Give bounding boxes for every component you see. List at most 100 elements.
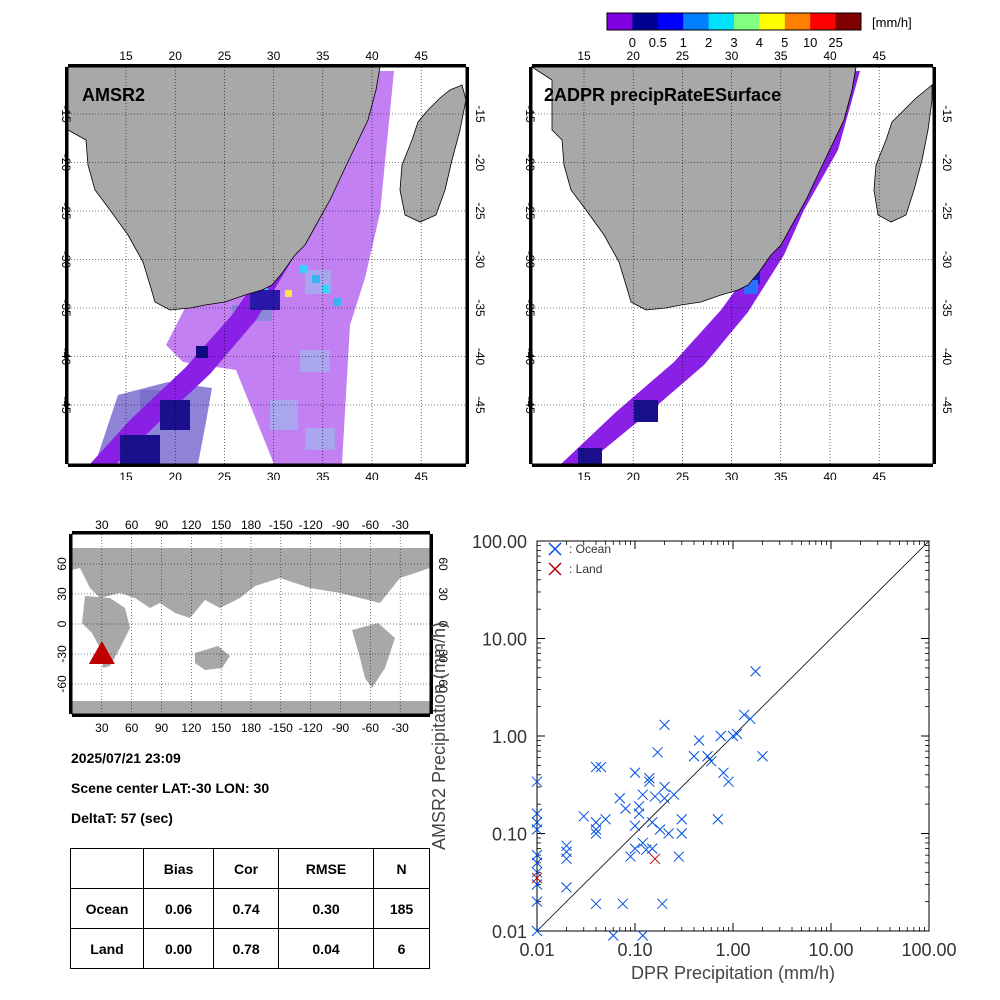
colorbar-cell — [607, 13, 633, 30]
map-lon-label-top: 35 — [316, 50, 330, 63]
world-lon-label-top: 30 — [95, 518, 109, 532]
map-lon-label-bottom: 25 — [218, 470, 232, 480]
scatter-point — [649, 853, 661, 865]
map-lon-label-top: 35 — [774, 50, 788, 63]
colorbar-tick-label: 2 — [705, 35, 712, 50]
map-lat-label-left: -25 — [59, 202, 73, 220]
scatter-point — [614, 792, 626, 804]
map-lon-label-top: 25 — [676, 50, 690, 63]
scene-center: Scene center LAT:-30 LON: 30 — [71, 780, 270, 796]
land-africa — [67, 66, 467, 311]
map-lat-label-right: -15 — [940, 105, 954, 123]
world-lat-label-left: -30 — [55, 645, 69, 663]
map-lon-label-bottom: 20 — [627, 470, 641, 480]
scatter-point — [607, 930, 619, 941]
map-lat-label-left: -30 — [59, 251, 73, 269]
map-lat-label-left: -35 — [59, 299, 73, 317]
map-lon-label-bottom: 30 — [267, 470, 281, 480]
map-lat-label-left: -45 — [523, 396, 537, 414]
scatter-point — [629, 843, 641, 854]
world-lon-label-top: 150 — [211, 518, 231, 532]
map-lon-label-bottom: 40 — [823, 470, 837, 480]
world-lat-label-right: -30 — [436, 645, 450, 663]
world-lon-label-bottom: 60 — [125, 721, 139, 735]
scatter-point — [531, 849, 543, 861]
scatter-point — [744, 713, 756, 725]
scatter-xlabel: DPR Precipitation (mm/h) — [631, 963, 835, 983]
scene-location-marker-icon — [88, 641, 115, 664]
colorbar-cell — [657, 13, 684, 30]
map-lat-label-left: -20 — [523, 154, 537, 172]
stats-cell: 0.06 — [142, 888, 215, 929]
world-lat-label-left: 30 — [55, 587, 69, 601]
scatter-point — [578, 810, 590, 822]
map-lat-label-left: -15 — [59, 105, 73, 123]
scatter-point — [731, 728, 743, 740]
map-lat-label-left: -30 — [523, 251, 537, 269]
map-lat-label-right: -35 — [473, 299, 487, 317]
world-lat-label-left: 60 — [55, 557, 69, 571]
stats-cell: 0.00 — [142, 928, 215, 969]
scatter-y-tick-label: 0.10 — [492, 825, 527, 845]
world-map: 30 30 60 60 90 90 120 120 150 150 180 180 -150 -150 -1… — [55, 518, 450, 735]
scatter-point — [676, 813, 688, 825]
world-lon-label-top: 60 — [125, 518, 139, 532]
scatter-point — [561, 853, 572, 865]
scatter-point — [625, 851, 636, 862]
scatter-point — [600, 813, 611, 825]
map-left-axes: 15 15 20 20 25 25 30 30 35 35 40 40 45 45 -15 -15 -20 -20… — [59, 50, 487, 480]
map-lon-label-top: 40 — [365, 50, 379, 63]
map-lat-label-right: -35 — [940, 299, 954, 317]
scatter-point — [652, 746, 663, 758]
world-lat-label-right: 30 — [436, 587, 450, 601]
scatter-point — [531, 776, 543, 788]
scatter-plot: 0.01 0.10 1.00 10.00 100.00 0.01 0.10 1.00 10.00… — [429, 532, 957, 983]
colorbar: 0 0.5 1 2 3 4 5 10 25 [mm/h] — [606, 12, 912, 50]
stats-cell: 0.74 — [213, 888, 279, 929]
map-lat-label-left: -40 — [59, 348, 73, 366]
colorbar-cell — [708, 13, 735, 30]
scatter-point — [620, 803, 631, 814]
colorbar-tick-label: 5 — [781, 35, 788, 50]
world-lat-label-right: 0 — [436, 621, 450, 628]
scatter-x-tick-label: 100.00 — [901, 940, 956, 960]
map-lat-label-left: -40 — [523, 348, 537, 366]
scatter-point — [656, 898, 668, 910]
map-lat-label-right: -15 — [473, 105, 487, 123]
colorbar-cell — [734, 13, 760, 30]
scatter-point — [531, 857, 543, 869]
scatter-point — [659, 792, 670, 804]
stats-header-cell: N — [373, 848, 430, 889]
scene-deltat: DeltaT: 57 (sec) — [71, 810, 173, 826]
colorbar-tick-label: 3 — [730, 35, 737, 50]
scatter-y-tick-label: 0.01 — [492, 922, 527, 942]
map-lat-label-right: -25 — [940, 202, 954, 220]
scatter-point — [531, 925, 543, 937]
scatter-point — [643, 772, 655, 784]
scatter-point — [637, 789, 649, 801]
world-lon-label-bottom: -90 — [332, 721, 350, 735]
colorbar-cell — [810, 13, 837, 30]
scatter-point — [663, 828, 674, 839]
map-lon-label-bottom: 40 — [365, 470, 379, 480]
world-lat-label-left: 0 — [55, 620, 69, 627]
stats-header-cell: RMSE — [277, 848, 375, 889]
scatter-point — [617, 898, 629, 910]
world-lon-label-bottom: -60 — [362, 721, 380, 735]
legend-label: : Ocean — [569, 542, 611, 556]
map-lat-label-right: -25 — [473, 202, 487, 220]
map-lat-label-right: -20 — [940, 154, 954, 172]
map-lon-label-bottom: 35 — [316, 470, 330, 480]
scatter-y-tick-label: 10.00 — [482, 630, 527, 650]
world-lon-label-top: -150 — [269, 518, 293, 532]
stats-cell: 0.30 — [277, 888, 375, 929]
world-lon-label-top: -30 — [391, 518, 409, 532]
map-lon-label-top: 25 — [218, 50, 232, 63]
scatter-point — [715, 730, 727, 742]
world-lon-label-top: 90 — [155, 518, 169, 532]
scatter-point — [637, 930, 649, 941]
stats-cell: Ocean — [70, 888, 144, 929]
world-lon-label-bottom: 120 — [181, 721, 201, 735]
map-lat-label-left: -15 — [523, 105, 537, 123]
stats-cell: 0.78 — [213, 928, 279, 969]
